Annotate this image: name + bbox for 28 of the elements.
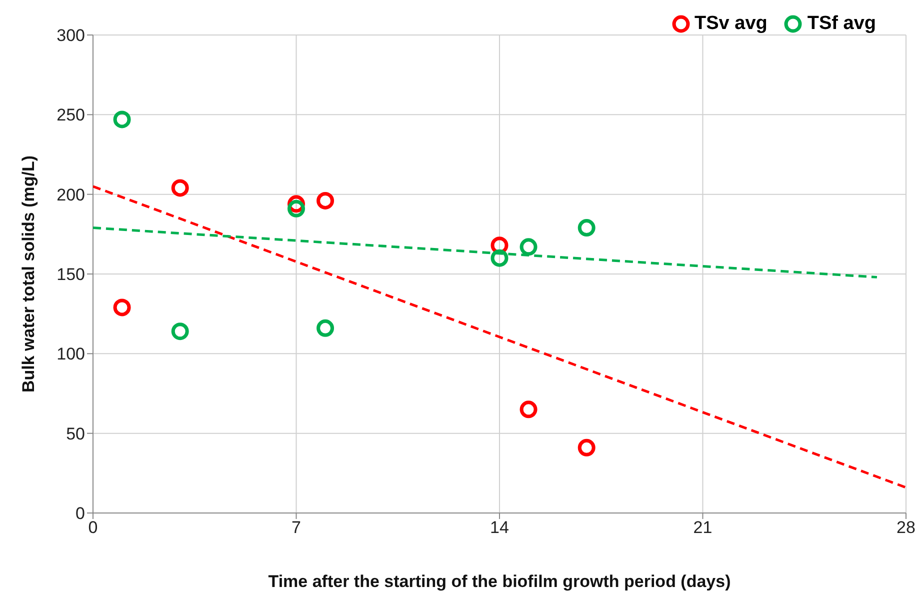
- y-tick-label: 300: [56, 26, 85, 46]
- x-tick-label: 28: [896, 518, 916, 538]
- point: [113, 110, 131, 128]
- point: [578, 438, 596, 456]
- y-tick-label: 0: [76, 504, 85, 524]
- point: [490, 249, 508, 267]
- y-tick-label: 50: [66, 424, 85, 444]
- point: [316, 192, 334, 210]
- legend-label: TSv avg: [694, 13, 768, 35]
- x-tick-label: 21: [693, 518, 712, 538]
- y-tick-label: 150: [56, 265, 85, 284]
- point: [171, 179, 189, 197]
- x-axis-title: Time after the starting of the biofilm growth period (days): [268, 572, 731, 592]
- point: [113, 298, 131, 316]
- y-tick-label: 100: [56, 344, 85, 364]
- legend-label: TSf avg: [806, 13, 876, 35]
- x-tick-label: 0: [88, 518, 98, 538]
- y-axis-title: Bulk water total solids (mg/L): [19, 155, 38, 393]
- point: [578, 219, 596, 237]
- point: [520, 400, 538, 418]
- point: [288, 200, 305, 218]
- point: [316, 319, 334, 337]
- y-tick-label: 250: [56, 106, 85, 125]
- point: [171, 322, 189, 340]
- y-tick-label: 200: [56, 185, 85, 204]
- point: [520, 238, 538, 256]
- x-tick-label: 7: [292, 518, 301, 538]
- x-tick-label: 14: [490, 518, 509, 538]
